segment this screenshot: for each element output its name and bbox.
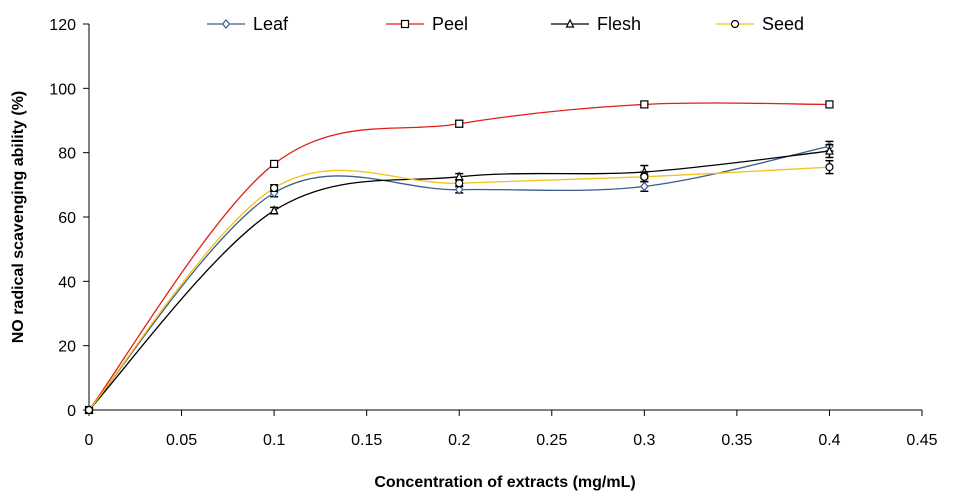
y-axis: 0 20 40 60 80 100 120 [49, 17, 90, 420]
data-point-leaf [454, 184, 464, 195]
data-point-seed [84, 405, 94, 415]
x-tick-label: 0.45 [906, 432, 937, 449]
series-line-seed [88, 166, 830, 411]
y-tick-label: 120 [49, 17, 76, 34]
data-point-peel [270, 159, 279, 169]
legend-marker [221, 19, 231, 29]
legend-marker [730, 19, 740, 29]
y-tick-label: 20 [58, 339, 76, 356]
data-point-seed [455, 179, 464, 188]
x-tick-label: 0.1 [263, 432, 285, 449]
plot-area [84, 100, 834, 415]
x-axis: 0 0.05 0.1 0.15 0.2 0.25 0.3 0.35 0.4 0.45 [85, 409, 938, 449]
data-point-seed [270, 183, 279, 193]
legend-label: Peel [432, 14, 468, 34]
y-tick-label: 80 [58, 146, 76, 163]
legend-marker [565, 18, 575, 28]
series-peel [84, 100, 834, 415]
data-point-seed [825, 163, 834, 172]
y-tick-label: 60 [58, 210, 76, 227]
legend-label: Leaf [253, 14, 289, 34]
y-tick-labels: 0 20 40 60 80 100 120 [49, 17, 76, 420]
series-line-leaf [88, 145, 830, 411]
x-axis-title: Concentration of extracts (mg/mL) [374, 474, 635, 491]
x-tick-labels: 0 0.05 0.1 0.15 0.2 0.25 0.3 0.35 0.4 0.45 [85, 432, 938, 449]
data-point-peel [455, 119, 464, 128]
x-tick-label: 0.35 [721, 432, 752, 449]
legend-entry-flesh: Flesh [551, 14, 641, 34]
x-tick-label: 0.3 [633, 432, 655, 449]
x-tick-marks [88, 410, 923, 416]
x-tick-label: 0.25 [536, 432, 567, 449]
series-line-peel [88, 102, 830, 411]
data-point-peel [640, 100, 649, 109]
x-tick-label: 0 [85, 432, 94, 449]
x-tick-label: 0.4 [818, 432, 840, 449]
y-axis-title: NO radical scavenging ability (%) [10, 91, 27, 344]
y-tick-label: 0 [67, 403, 76, 420]
x-tick-label: 0.15 [351, 432, 382, 449]
x-tick-label: 0.2 [448, 432, 470, 449]
legend-entry-leaf: Leaf [207, 14, 289, 34]
legend-label: Flesh [597, 14, 641, 34]
x-tick-label: 0.05 [166, 432, 197, 449]
legend-label: Seed [762, 14, 804, 34]
y-tick-label: 40 [58, 274, 76, 291]
data-point-seed [640, 172, 649, 181]
data-point-flesh [824, 145, 834, 155]
legend-entry-seed: Seed [716, 14, 804, 34]
legend-marker [400, 19, 410, 29]
legend: Leaf Peel Flesh Seed [207, 14, 804, 34]
data-point-leaf [640, 181, 649, 192]
series-line-flesh [88, 150, 830, 411]
series-seed [84, 159, 834, 415]
data-point-peel [825, 100, 834, 109]
y-tick-label: 100 [49, 81, 76, 98]
legend-entry-peel: Peel [386, 14, 468, 34]
y-tick-marks [83, 23, 89, 411]
data-point-flesh [269, 205, 279, 215]
